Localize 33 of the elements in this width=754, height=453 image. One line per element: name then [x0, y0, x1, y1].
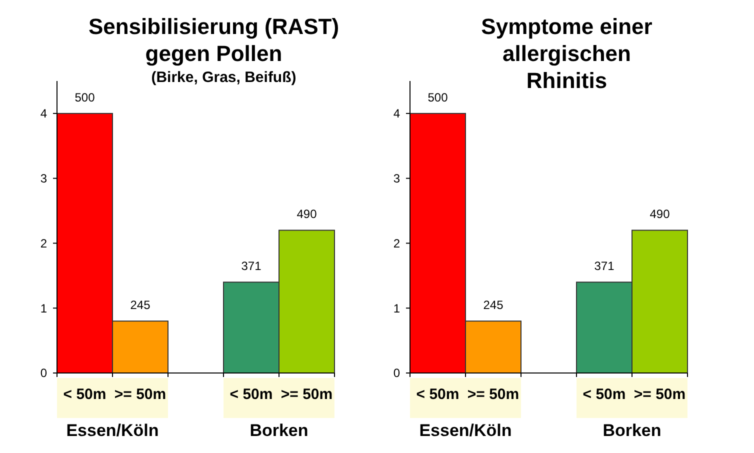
x-tick-label: < 50m	[230, 386, 273, 403]
x-tick-label: >= 50m	[467, 386, 520, 403]
chart-title: Sensibilisierung (RAST) gegen Pollen	[88, 14, 340, 66]
annotation: 371	[594, 259, 615, 274]
annotation: 500	[428, 90, 448, 104]
x-tick-label: < 50m	[416, 386, 460, 403]
text: Essen/Köln	[66, 421, 159, 440]
annotation: 500	[74, 90, 96, 104]
annotation: 490	[650, 207, 670, 222]
y-tick-label: 2	[40, 236, 48, 250]
text: Essen/Köln	[419, 421, 512, 440]
x-tick-label: >= 50m	[634, 386, 686, 403]
annotation: 490	[296, 207, 318, 222]
y-tick-label: 1	[393, 301, 400, 316]
y-tick-label: 0	[40, 366, 48, 380]
y-tick-label: 2	[393, 236, 400, 250]
y-tick-label: 1	[40, 301, 48, 316]
text: Borken	[250, 421, 308, 440]
y-tick-label: 4	[393, 106, 400, 121]
text: Borken	[602, 421, 662, 440]
annotation: 245	[130, 298, 151, 312]
annotation: 245	[483, 298, 504, 312]
annotation: 371	[241, 259, 262, 274]
x-tick-label: >= 50m	[114, 386, 166, 403]
y-tick-label: 0	[393, 366, 400, 380]
x-tick-label: >= 50m	[280, 386, 333, 403]
y-tick-label: 3	[393, 172, 400, 186]
y-tick-label: 3	[40, 172, 48, 186]
chart-title: Symptome einer allergischen Rhinitis	[481, 14, 653, 93]
x-tick-label: < 50m	[582, 386, 626, 403]
x-tick-label: < 50m	[63, 386, 106, 403]
chart-subtitle: (Birke, Gras, Beifuß)	[151, 69, 296, 86]
y-tick-label: 4	[40, 106, 48, 121]
